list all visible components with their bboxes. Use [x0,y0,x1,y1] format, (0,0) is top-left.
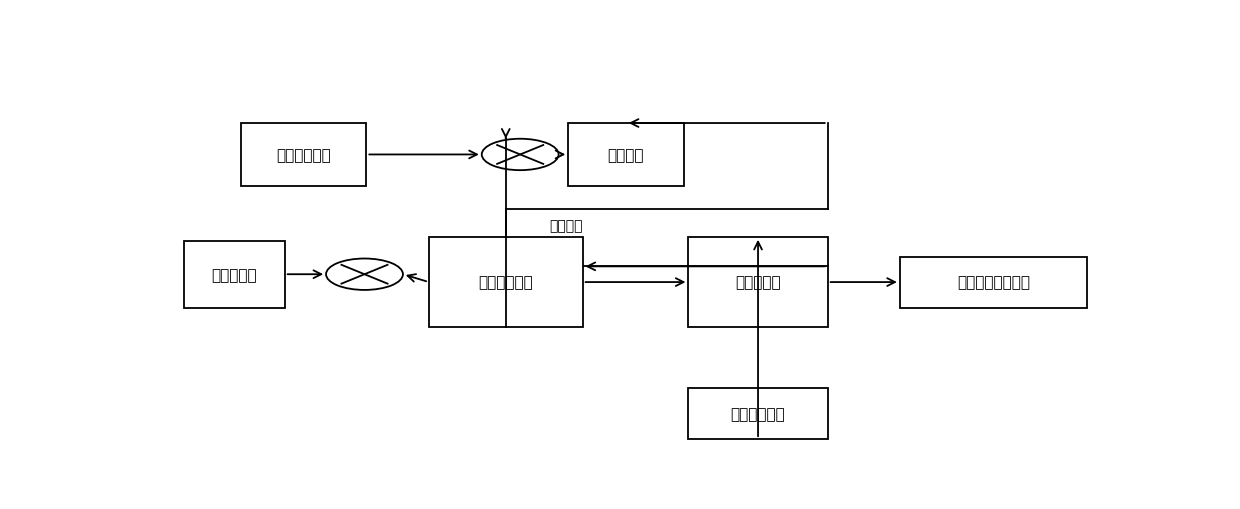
Bar [242,124,367,186]
Ellipse shape [482,139,559,171]
Text: 捷联惯导系统: 捷联惯导系统 [479,275,533,290]
Text: 角度传感器: 角度传感器 [212,267,257,282]
Text: 误差补偿: 误差补偿 [549,219,583,233]
Bar [429,237,583,328]
Bar [184,241,285,308]
Text: 解算坐标转换矩阵: 解算坐标转换矩阵 [957,275,1030,290]
Ellipse shape [326,259,403,290]
Text: 导航计算机: 导航计算机 [735,275,781,290]
Text: 多普勒计程仪: 多普勒计程仪 [277,148,331,163]
Text: 船位推算模块: 船位推算模块 [730,406,785,421]
Bar [688,388,828,439]
Text: 滤波模块: 滤波模块 [608,148,644,163]
Bar [568,124,683,186]
Bar [688,237,828,328]
Bar [900,257,1087,308]
